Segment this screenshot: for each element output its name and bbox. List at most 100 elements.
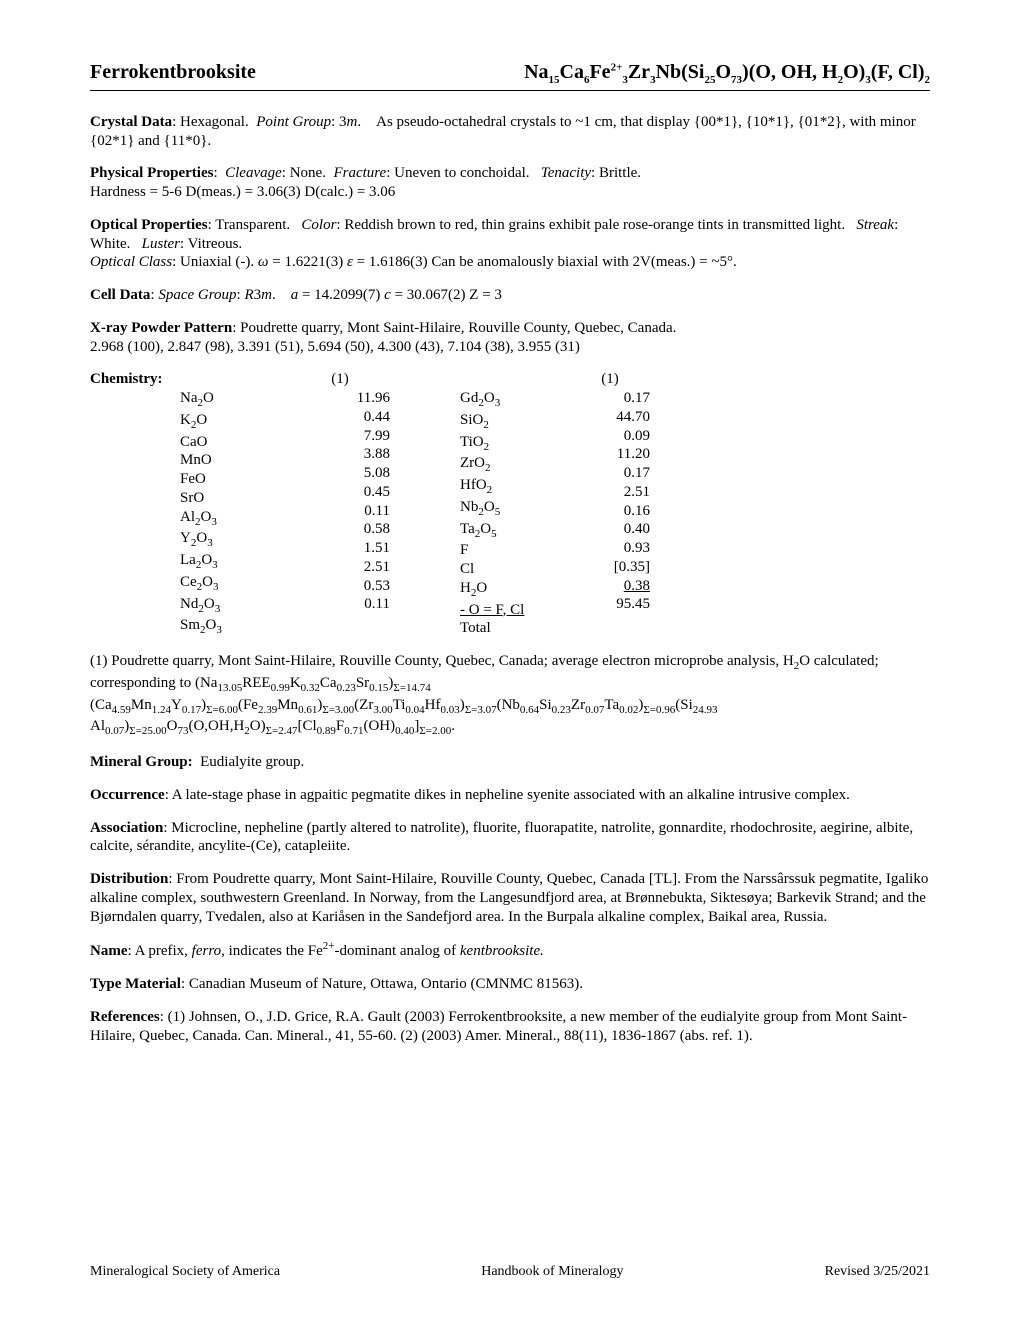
type-material-text: Canadian Museum of Nature, Ottawa, Ontar… <box>189 976 583 992</box>
chem-oxide: Sm2O3 <box>180 616 290 638</box>
occurrence-section: Occurrence: A late-stage phase in agpait… <box>90 786 930 805</box>
chem-header-1: (1) <box>290 370 390 389</box>
chem-oxide: Cl <box>460 560 570 579</box>
chem-value: 0.17 <box>570 389 650 408</box>
occurrence-text: A late-stage phase in agpaitic pegmatite… <box>172 787 850 803</box>
chem-value: [0.35] <box>570 558 650 577</box>
point-group-label: Point Group <box>256 114 331 130</box>
chem-value: 7.99 <box>290 427 390 446</box>
chem-oxide-col-2: Gd2O3SiO2TiO2ZrO2HfO2Nb2O5Ta2O5FClH2O- O… <box>460 370 570 638</box>
chem-value: 95.45 <box>570 595 650 614</box>
chem-oxide-col-1: Na2OK2OCaOMnOFeOSrOAl2O3Y2O3La2O3Ce2O3Nd… <box>180 370 290 638</box>
chem-value: 0.16 <box>570 502 650 521</box>
physical-properties-label: Physical Properties <box>90 165 213 181</box>
references-text: (1) Johnsen, O., J.D. Grice, R.A. Gault … <box>90 1009 907 1044</box>
chem-oxide: Na2O <box>180 389 290 411</box>
mineral-group-label: Mineral Group: <box>90 754 193 770</box>
chem-value: 44.70 <box>570 408 650 427</box>
mineral-group-text: Eudialyite group. <box>200 754 304 770</box>
color-value: Reddish brown to red, thin grains exhibi… <box>344 217 845 233</box>
chem-oxide: SrO <box>180 489 290 508</box>
chem-value: 0.93 <box>570 539 650 558</box>
chem-oxide: H2O <box>460 579 570 601</box>
occurrence-label: Occurrence <box>90 787 165 803</box>
xray-locality: Poudrette quarry, Mont Saint-Hilaire, Ro… <box>240 320 676 336</box>
mineral-group-section: Mineral Group: Eudialyite group. <box>90 753 930 772</box>
cleavage-value: None. <box>290 165 326 181</box>
tenacity-value: Brittle. <box>599 165 641 181</box>
physical-properties-section: Physical Properties: Cleavage: None. Fra… <box>90 164 930 202</box>
luster-value: Vitreous. <box>188 236 243 252</box>
xray-pattern: 2.968 (100), 2.847 (98), 3.391 (51), 5.6… <box>90 339 580 355</box>
chem-value: 0.17 <box>570 464 650 483</box>
association-label: Association <box>90 820 163 836</box>
space-group-label: Space Group <box>158 287 236 303</box>
chem-value: 0.58 <box>290 520 390 539</box>
chem-oxide: Nd2O3 <box>180 595 290 617</box>
tenacity-label: Tenacity <box>541 165 591 181</box>
mineral-name: Ferrokentbrooksite <box>90 60 256 85</box>
chem-value: 0.53 <box>290 577 390 596</box>
chem-value: 0.40 <box>570 520 650 539</box>
fracture-value: Uneven to conchoidal. <box>394 165 529 181</box>
chem-value: 0.44 <box>290 408 390 427</box>
chem-oxide: HfO2 <box>460 476 570 498</box>
optical-class-label: Optical Class <box>90 254 172 270</box>
physical-line2: Hardness = 5-6 D(meas.) = 3.06(3) D(calc… <box>90 184 395 200</box>
chem-value: 11.20 <box>570 445 650 464</box>
chem-value: 2.51 <box>290 558 390 577</box>
cleavage-label: Cleavage <box>225 165 282 181</box>
crystal-system: Hexagonal. <box>180 114 249 130</box>
footer: Mineralogical Society of America Handboo… <box>90 1263 930 1281</box>
references-section: References: (1) Johnsen, O., J.D. Grice,… <box>90 1008 930 1046</box>
streak-label: Streak <box>856 217 894 233</box>
type-material-label: Type Material <box>90 976 181 992</box>
chem-oxide: ZrO2 <box>460 454 570 476</box>
crystal-data-section: Crystal Data: Hexagonal. Point Group: 3m… <box>90 113 930 151</box>
chem-value: 1.51 <box>290 539 390 558</box>
chem-oxide: Nb2O5 <box>460 498 570 520</box>
references-label: References <box>90 1009 160 1025</box>
chem-oxide: FeO <box>180 470 290 489</box>
footer-center: Handbook of Mineralogy <box>481 1263 623 1281</box>
chemistry-label: Chemistry <box>90 371 158 387</box>
chem-value: 0.38 <box>570 577 650 596</box>
chem-oxide: Al2O3 <box>180 508 290 530</box>
chem-oxide: Ce2O3 <box>180 573 290 595</box>
chem-oxide: MnO <box>180 451 290 470</box>
optical-properties-section: Optical Properties: Transparent. Color: … <box>90 216 930 272</box>
chem-oxide: F <box>460 541 570 560</box>
chem-value: 0.09 <box>570 427 650 446</box>
crystal-data-label: Crystal Data <box>90 114 172 130</box>
streak-value: White. <box>90 236 130 252</box>
cell-data-label: Cell Data <box>90 287 150 303</box>
association-section: Association: Microcline, nepheline (part… <box>90 819 930 857</box>
chem-oxide: SiO2 <box>460 411 570 433</box>
fracture-label: Fracture <box>333 165 386 181</box>
xray-section: X-ray Powder Pattern: Poudrette quarry, … <box>90 319 930 357</box>
chemistry-note: (1) Poudrette quarry, Mont Saint-Hilaire… <box>90 652 930 739</box>
cell-params: a = 14.2099(7) c = 30.067(2) Z = 3 <box>291 287 502 303</box>
mineral-formula: Na15Ca6Fe2+3Zr3Nb(Si25O73)(O, OH, H2O)3(… <box>524 60 930 88</box>
chem-value: 0.45 <box>290 483 390 502</box>
chem-value-col-1: (1) 11.960.447.993.885.080.450.110.581.5… <box>290 370 460 638</box>
color-label: Color <box>301 217 336 233</box>
chem-value: 0.11 <box>290 502 390 521</box>
chem-oxide: Ta2O5 <box>460 520 570 542</box>
footer-right: Revised 3/25/2021 <box>825 1263 930 1281</box>
footer-left: Mineralogical Society of America <box>90 1263 280 1281</box>
optical-class-value: Uniaxial (-). ω = 1.6221(3) ε = 1.6186(3… <box>180 254 737 270</box>
xray-label: X-ray Powder Pattern <box>90 320 232 336</box>
chem-value: 11.96 <box>290 389 390 408</box>
type-material-section: Type Material: Canadian Museum of Nature… <box>90 975 930 994</box>
distribution-text: From Poudrette quarry, Mont Saint-Hilair… <box>90 871 928 925</box>
chem-oxide: Y2O3 <box>180 529 290 551</box>
optical-properties-label: Optical Properties <box>90 217 208 233</box>
chem-value: 0.11 <box>290 595 390 614</box>
cell-data-section: Cell Data: Space Group: R3m. a = 14.2099… <box>90 286 930 305</box>
chem-value: 3.88 <box>290 445 390 464</box>
chem-oxide: TiO2 <box>460 433 570 455</box>
chem-oxide: Total <box>460 619 570 638</box>
distribution-section: Distribution: From Poudrette quarry, Mon… <box>90 870 930 926</box>
chem-value: 2.51 <box>570 483 650 502</box>
